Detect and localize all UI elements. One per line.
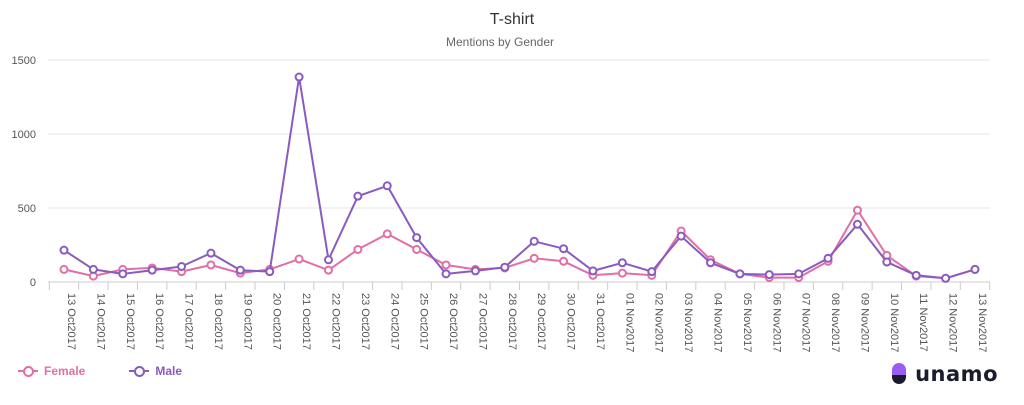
x-tick-label: 02 Nov2017 xyxy=(653,293,665,352)
data-point-male xyxy=(735,269,745,279)
data-point-female xyxy=(382,229,392,239)
legend-female-label: Female xyxy=(44,364,86,378)
data-point-male xyxy=(970,264,980,274)
y-tick-label: 1500 xyxy=(12,55,36,67)
unamo-logo-mark-icon xyxy=(892,363,907,385)
x-tick-label: 17 Oct2017 xyxy=(183,293,195,350)
x-tick-label: 03 Nov2017 xyxy=(682,293,694,352)
data-point-male xyxy=(294,72,304,82)
data-point-male xyxy=(265,267,275,277)
data-point-male xyxy=(235,265,245,275)
data-point-male xyxy=(59,245,69,255)
x-tick-label: 13 Oct2017 xyxy=(65,293,77,350)
x-tick-label: 31 Oct2017 xyxy=(594,293,606,350)
x-tick-label: 24 Oct2017 xyxy=(388,293,400,350)
x-tick-label: 14 Oct2017 xyxy=(94,293,106,350)
data-point-male xyxy=(882,257,892,267)
x-tick-label: 16 Oct2017 xyxy=(153,293,165,350)
chart-subtitle: Mentions by Gender xyxy=(446,35,554,49)
series-line-female xyxy=(63,209,976,280)
unamo-logo: unamo xyxy=(892,362,998,386)
x-tick-label: 27 Oct2017 xyxy=(476,293,488,350)
x-tick-label: 20 Oct2017 xyxy=(271,293,283,350)
data-point-male xyxy=(559,244,569,254)
legend-female-marker-icon xyxy=(18,365,38,377)
data-point-male xyxy=(647,267,657,277)
data-point-male xyxy=(911,270,921,280)
x-tick-label: 09 Nov2017 xyxy=(858,293,870,352)
y-tick-label: 1000 xyxy=(12,129,36,141)
x-tick-label: 08 Nov2017 xyxy=(829,293,841,352)
data-point-female xyxy=(323,265,333,275)
data-point-male xyxy=(852,219,862,229)
x-tick-label: 18 Oct2017 xyxy=(212,293,224,350)
legend-male-label: Male xyxy=(155,364,183,378)
x-tick-label: 25 Oct2017 xyxy=(418,293,430,350)
x-tick-label: 10 Nov2017 xyxy=(888,293,900,352)
series-line-male xyxy=(63,76,976,280)
data-point-female xyxy=(206,260,216,270)
legend-item-male[interactable]: Male xyxy=(129,364,182,378)
x-tick-label: 19 Oct2017 xyxy=(241,293,253,350)
x-tick-label: 04 Nov2017 xyxy=(712,293,724,352)
data-point-male xyxy=(823,253,833,263)
data-point-male xyxy=(470,266,480,276)
data-point-male xyxy=(206,248,216,258)
data-point-male xyxy=(500,262,510,272)
legend-item-female[interactable]: Female xyxy=(18,364,85,378)
x-tick-label: 22 Oct2017 xyxy=(329,293,341,350)
data-point-male xyxy=(941,273,951,283)
data-point-female xyxy=(559,256,569,266)
x-tick-label: 29 Oct2017 xyxy=(535,293,547,350)
data-point-female xyxy=(852,205,862,215)
data-point-female xyxy=(617,268,627,278)
data-point-male xyxy=(323,255,333,265)
x-tick-label: 11 Nov2017 xyxy=(917,293,929,352)
x-tick-label: 15 Oct2017 xyxy=(124,293,136,350)
data-point-male xyxy=(676,231,686,241)
data-point-male xyxy=(353,191,363,201)
data-point-male xyxy=(382,181,392,191)
data-point-male xyxy=(88,264,98,274)
x-tick-label: 01 Nov2017 xyxy=(623,293,635,352)
data-point-male xyxy=(118,269,128,279)
y-tick-label: 0 xyxy=(30,277,36,289)
x-tick-label: 12 Nov2017 xyxy=(947,293,959,352)
data-point-female xyxy=(529,253,539,263)
x-tick-label: 06 Nov2017 xyxy=(770,293,782,352)
chart-title: T-shirt xyxy=(490,11,535,28)
x-tick-label: 28 Oct2017 xyxy=(506,293,518,350)
data-point-male xyxy=(706,258,716,268)
data-point-male xyxy=(764,270,774,280)
data-point-female xyxy=(294,254,304,264)
data-point-male xyxy=(529,236,539,246)
legend: Female Male xyxy=(18,364,182,378)
data-point-male xyxy=(177,261,187,271)
x-tick-label: 05 Nov2017 xyxy=(741,293,753,352)
legend-male-marker-icon xyxy=(129,365,150,377)
data-point-female xyxy=(353,244,363,254)
data-point-male xyxy=(412,233,422,243)
data-point-male xyxy=(617,258,627,268)
x-tick-label: 13 Nov2017 xyxy=(976,293,988,352)
y-tick-label: 500 xyxy=(18,203,36,215)
data-point-male xyxy=(147,265,157,275)
data-point-male xyxy=(794,269,804,279)
logo-text: unamo xyxy=(915,362,998,386)
x-tick-label: 30 Oct2017 xyxy=(565,293,577,350)
data-point-male xyxy=(441,269,451,279)
data-point-female xyxy=(59,264,69,274)
data-point-female xyxy=(441,260,451,270)
data-point-male xyxy=(588,266,598,276)
data-point-female xyxy=(412,244,422,254)
x-tick-label: 07 Nov2017 xyxy=(800,293,812,352)
x-tick-label: 23 Oct2017 xyxy=(359,293,371,350)
x-tick-label: 26 Oct2017 xyxy=(447,293,459,350)
x-tick-label: 21 Oct2017 xyxy=(300,293,312,350)
